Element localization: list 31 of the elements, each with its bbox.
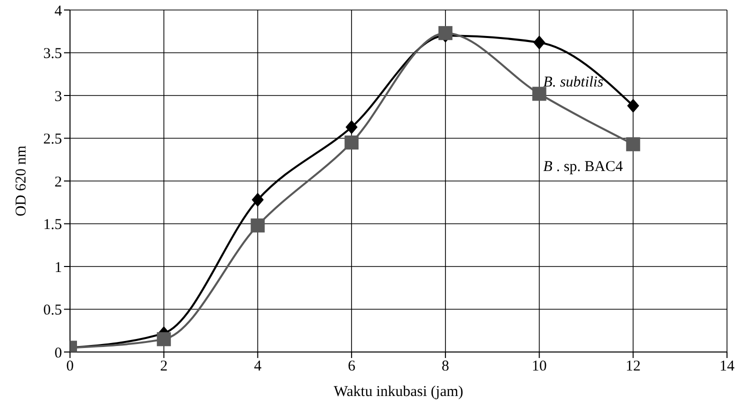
x-tick-label: 10	[532, 358, 547, 375]
point	[252, 192, 264, 207]
x-tick-label: 4	[254, 358, 262, 375]
x-axis-title: Waktu inkubasi (jam)	[334, 384, 464, 400]
point	[344, 136, 359, 150]
point	[533, 35, 546, 50]
y-tick-label: 0	[54, 345, 62, 362]
point	[346, 120, 358, 134]
y-axis-title: OD 620 nm	[13, 145, 30, 216]
y-tick-label: 3.5	[43, 46, 62, 62]
y-tick-label: 4	[54, 3, 62, 20]
x-tick-label: 14	[720, 358, 735, 375]
point	[626, 137, 640, 152]
y-tick-label: 2	[54, 174, 62, 190]
x-tick-label: 6	[348, 358, 356, 375]
y-tick-label: 2.5	[43, 132, 62, 148]
point	[627, 98, 640, 113]
x-tick-label: 12	[626, 358, 641, 375]
series-label: B. subtilis	[543, 74, 604, 90]
y-tick-label: 1	[54, 260, 62, 276]
point	[156, 332, 171, 346]
point	[532, 86, 546, 101]
x-tick-label: 2	[160, 358, 168, 375]
y-tick-label: 1.5	[43, 217, 62, 234]
series-label: B . sp. BAC4	[543, 158, 624, 175]
point	[438, 26, 452, 40]
point	[250, 218, 265, 232]
y-tick-label: 3	[54, 88, 62, 105]
y-tick-label: 0.5	[43, 302, 62, 319]
x-tick-label: 8	[442, 358, 450, 375]
x-tick-label: 0	[66, 358, 74, 375]
